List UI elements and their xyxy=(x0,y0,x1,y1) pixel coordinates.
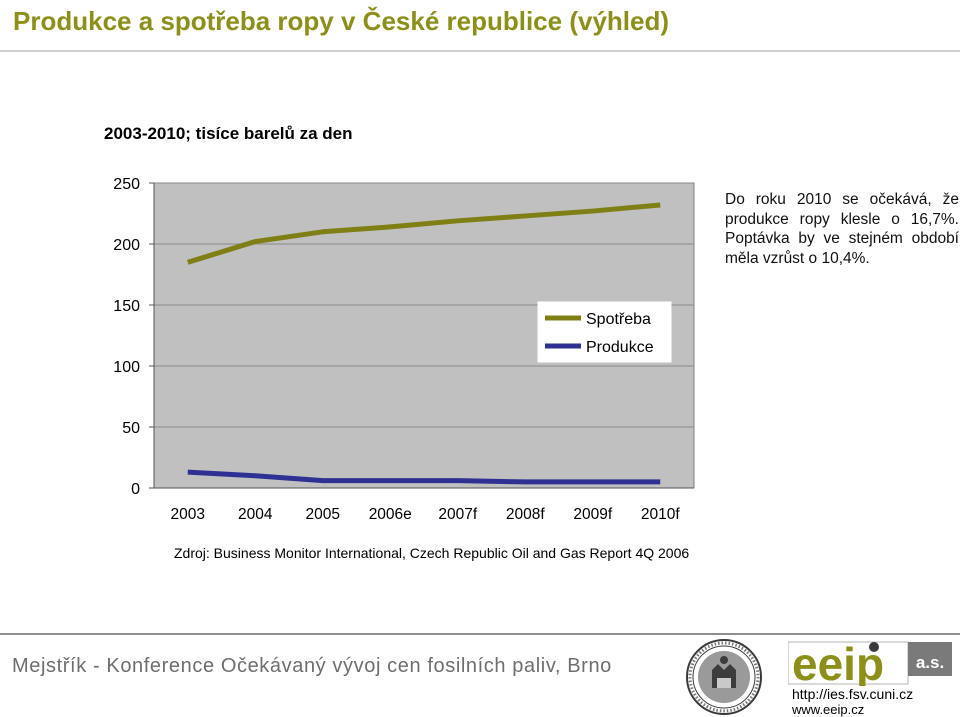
x-tick-label: 2010f xyxy=(641,506,680,523)
y-tick-label: 150 xyxy=(113,298,140,315)
x-tick-labels: 2003 2004 2005 2006e 2007f 2008f 2009f 2010f xyxy=(171,506,681,523)
footer-text: Mejstřík - Konference Očekávaný vývoj ce… xyxy=(12,655,612,678)
logo-suffix: a.s. xyxy=(916,653,944,672)
x-tick-label: 2005 xyxy=(306,506,340,523)
legend-label: Produkce xyxy=(586,339,654,356)
legend-label: Spotřeba xyxy=(586,311,651,328)
x-tick-label: 2007f xyxy=(438,506,477,523)
y-tick-labels: 0 50 100 150 200 250 xyxy=(113,176,140,498)
y-tick-label: 200 xyxy=(113,237,140,254)
y-tick-label: 100 xyxy=(113,359,140,376)
x-tick-label: 2008f xyxy=(506,506,545,523)
eeip-link[interactable]: www.eeip.cz xyxy=(792,702,864,717)
y-tick-label: 0 xyxy=(131,481,140,498)
x-tick-label: 2006e xyxy=(369,506,412,523)
university-seal-icon xyxy=(684,638,764,716)
y-tick-label: 250 xyxy=(113,176,140,193)
ies-link[interactable]: http://ies.fsv.cuni.cz xyxy=(792,686,913,702)
x-tick-label: 2009f xyxy=(573,506,612,523)
x-tick-label: 2003 xyxy=(171,506,205,523)
legend: Spotřeba Produkce xyxy=(538,302,671,362)
footer-divider xyxy=(0,633,960,635)
eeip-logo: eeip a.s. xyxy=(788,640,953,686)
y-tick-label: 50 xyxy=(122,420,140,437)
x-tick-label: 2004 xyxy=(238,506,273,523)
source-note: Zdroj: Business Monitor International, C… xyxy=(174,545,689,561)
